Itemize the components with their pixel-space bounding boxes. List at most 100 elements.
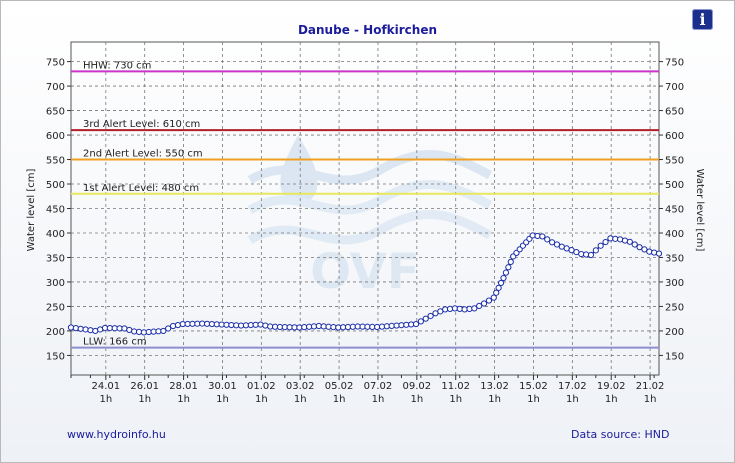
threshold-label: 3rd Alert Level: 610 cm [83,119,200,130]
data-point [548,239,556,246]
x-axis: 24.01 1h 26.01 1h 28.01 1h 30.01 1h 01.02 1h 03.02… [70,375,665,405]
data-point [72,325,79,332]
x-tick-time: 1h [410,394,423,405]
data-point [169,322,177,330]
x-tick-time: 1h [488,394,501,405]
x-tick-time: 1h [644,394,657,405]
data-point [87,327,94,334]
y-axis-label-left: Water level [cm] [26,169,37,252]
y-tick-label-right: 400 [665,229,684,240]
data-point [505,264,512,271]
data-point [67,324,75,331]
data-point [626,238,633,245]
y-tick-label-left: 200 [46,327,65,338]
x-tick-time: 1h [333,394,346,405]
x-tick-time: 1h [138,394,151,405]
y-tick-label-right: 550 [665,156,684,167]
data-point [631,241,638,248]
x-tick-date: 30.01 [208,381,237,392]
x-tick-date: 28.01 [169,381,198,392]
threshold-label: 1st Alert Level: 480 cm [83,183,199,194]
y-tick-label-left: 300 [46,278,65,289]
website-link[interactable]: www.hydroinfo.hu [67,428,166,441]
data-point [655,250,663,257]
data-point [257,321,264,328]
y-tick-label-left: 650 [46,107,65,118]
series-water-level [67,232,663,336]
data-point [539,233,546,240]
watermark-text: OVF [310,244,419,300]
y-tick-label-left: 350 [46,253,65,264]
x-tick-time: 1h [99,394,112,405]
x-tick-date: 26.01 [130,381,159,392]
data-point [427,312,434,320]
y-tick-label-right: 500 [665,180,684,191]
y-tick-label-right: 650 [665,107,684,118]
y-axis-left: 150 200 250 300 350 400 450 500 550 600 650 700 750 [46,58,71,362]
data-point [77,325,84,332]
data-point [422,315,429,322]
x-tick-time: 1h [294,394,307,405]
y-tick-label-left: 550 [46,156,65,167]
x-tick-date: 15.02 [519,381,548,392]
data-point [417,318,424,325]
y-tick-label-left: 750 [46,58,65,69]
x-tick-time: 1h [177,394,190,405]
y-axis-label-right: Water level [cm] [694,169,705,252]
data-point [587,251,595,259]
x-tick-date: 07.02 [364,381,393,392]
data-point [592,247,599,254]
y-tick-label-right: 450 [665,205,684,216]
data-point [485,297,493,304]
x-tick-time: 1h [527,394,540,405]
x-tick-date: 13.02 [480,381,509,392]
y-axis-right: 150 200 250 300 350 400 450 500 550 600 650 700 750 [659,58,684,362]
x-tick-date: 09.02 [403,381,432,392]
data-point [602,238,609,246]
data-point [497,279,505,287]
x-tick-date: 11.02 [441,381,470,392]
x-tick-date: 21.02 [636,381,665,392]
y-tick-label-left: 250 [46,302,65,313]
data-point [646,248,653,255]
data-point [500,274,507,282]
x-tick-date: 05.02 [325,381,354,392]
data-point [160,327,167,335]
data-point [476,302,483,310]
y-tick-label-right: 600 [665,131,684,142]
x-tick-date: 03.02 [286,381,315,392]
data-point [165,325,172,332]
chart-title: Danube - Hofkirchen [297,23,438,37]
x-tick-date: 24.01 [92,381,121,392]
y-tick-label-right: 200 [665,327,684,338]
y-tick-label-left: 600 [46,131,65,142]
y-tick-label-left: 700 [46,82,65,93]
data-point [495,284,502,291]
x-tick-time: 1h [566,394,579,405]
data-point [507,258,514,265]
data-point [641,246,648,253]
threshold-label: LLW: 166 cm [83,337,147,348]
data-point [412,320,420,328]
info-icon[interactable]: i [692,9,713,30]
y-tick-label-left: 400 [46,229,65,240]
y-tick-label-left: 450 [46,205,65,216]
data-point [471,305,478,312]
threshold-label: 2nd Alert Level: 550 cm [83,149,203,160]
x-tick-date: 17.02 [558,381,587,392]
data-point [490,294,497,301]
data-point [174,321,182,329]
x-tick-time: 1h [216,394,229,405]
data-point [544,236,551,243]
y-tick-label-right: 250 [665,302,684,313]
y-tick-label-right: 150 [665,351,684,362]
data-point [597,242,604,249]
data-point [651,249,658,256]
x-tick-time: 1h [255,394,268,405]
data-point [553,241,561,248]
data-point [82,326,89,333]
y-tick-label-right: 700 [665,82,684,93]
data-point [493,289,500,296]
